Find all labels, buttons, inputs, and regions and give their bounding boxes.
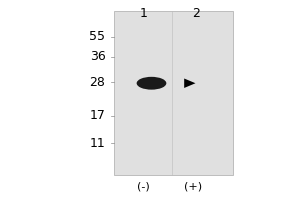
Bar <box>114 11 233 175</box>
Text: 55: 55 <box>89 30 105 43</box>
Text: 36: 36 <box>90 50 105 63</box>
Text: 1: 1 <box>140 7 147 20</box>
Text: (-): (-) <box>137 182 150 192</box>
Text: 11: 11 <box>90 137 105 150</box>
Text: 17: 17 <box>89 109 105 122</box>
Polygon shape <box>184 79 196 88</box>
Text: 28: 28 <box>89 76 105 89</box>
Text: 2: 2 <box>192 7 200 20</box>
Ellipse shape <box>136 77 166 90</box>
Text: (+): (+) <box>184 182 202 192</box>
